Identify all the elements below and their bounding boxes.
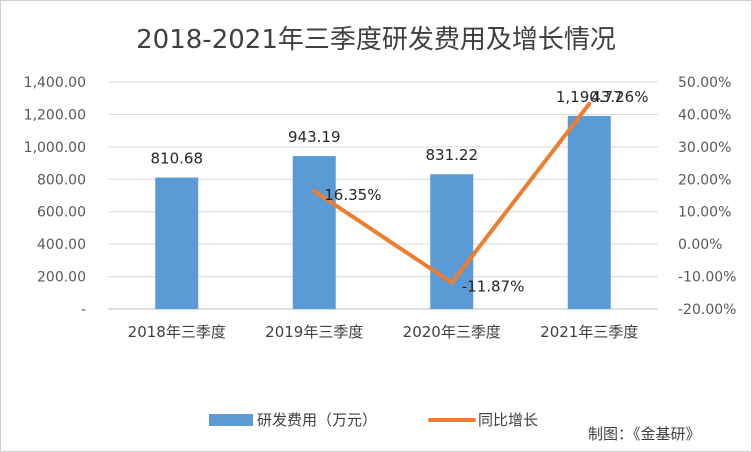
line-series (312, 101, 592, 285)
left-tick-label: 1,000.00 (24, 140, 86, 156)
left-tick-label: 1,400.00 (24, 75, 86, 91)
right-tick-label: 0.00% (678, 237, 722, 253)
left-tick-label: 200.00 (37, 270, 86, 286)
category-label: 2020年三季度 (403, 323, 501, 341)
bar-data-label: 810.68 (151, 150, 204, 168)
right-tick-label: -10.00% (678, 270, 736, 286)
chart-credit: 制图：《金基研》 (588, 425, 701, 443)
line-point (587, 101, 592, 106)
bar-data-label: 943.19 (288, 128, 341, 146)
legend: 研发费用（万元） 同比增长 (209, 411, 538, 429)
bar-data-label: 831.22 (426, 146, 479, 164)
bar-series (155, 115, 611, 310)
legend-label-bar: 研发费用（万元） (257, 411, 377, 429)
category-label: 2018年三季度 (128, 323, 226, 341)
category-label: 2021年三季度 (540, 323, 638, 341)
right-tick-label: 50.00% (678, 75, 731, 91)
line-data-label: -11.87% (462, 278, 525, 296)
right-tick-label: -20.00% (678, 302, 736, 318)
left-tick-label: 1,200.00 (24, 107, 86, 123)
right-tick-label: 40.00% (678, 107, 731, 123)
legend-label-line: 同比增长 (478, 411, 538, 429)
bar (292, 156, 336, 309)
chart-title: 2018-2021年三季度研发费用及增长情况 (136, 25, 616, 55)
category-label: 2019年三季度 (265, 323, 363, 341)
line-point (449, 280, 454, 285)
bar (155, 177, 199, 309)
bar-data-label: 1,190.77 (556, 88, 623, 106)
left-tick-label: - (81, 302, 86, 318)
right-tick-label: 20.00% (678, 172, 731, 188)
bar (567, 115, 611, 310)
left-tick-label: 400.00 (37, 237, 86, 253)
gridlines (108, 81, 658, 310)
left-tick-label: 600.00 (37, 205, 86, 221)
line-point (312, 189, 317, 194)
legend-swatch-bar (209, 414, 253, 426)
left-axis-ticks: - 200.00 400.00 600.00 800.00 1,000.00 1,200.0… (24, 75, 86, 318)
line-data-label: 43.26% (591, 88, 648, 106)
bar (430, 174, 474, 309)
right-axis-ticks: -20.00% -10.00% 0.00% 10.00% 20.00% 30.00% 40.… (678, 75, 736, 318)
right-tick-label: 30.00% (678, 140, 731, 156)
left-tick-label: 800.00 (37, 172, 86, 188)
right-tick-label: 10.00% (678, 205, 731, 221)
line-data-label: 16.35% (324, 186, 381, 204)
category-axis-ticks: 2018年三季度 2019年三季度 2020年三季度 2021年三季度 (128, 323, 639, 341)
data-labels: 810.68 943.19 831.22 1,190.77 16.35% -11.87% 4… (151, 88, 649, 296)
